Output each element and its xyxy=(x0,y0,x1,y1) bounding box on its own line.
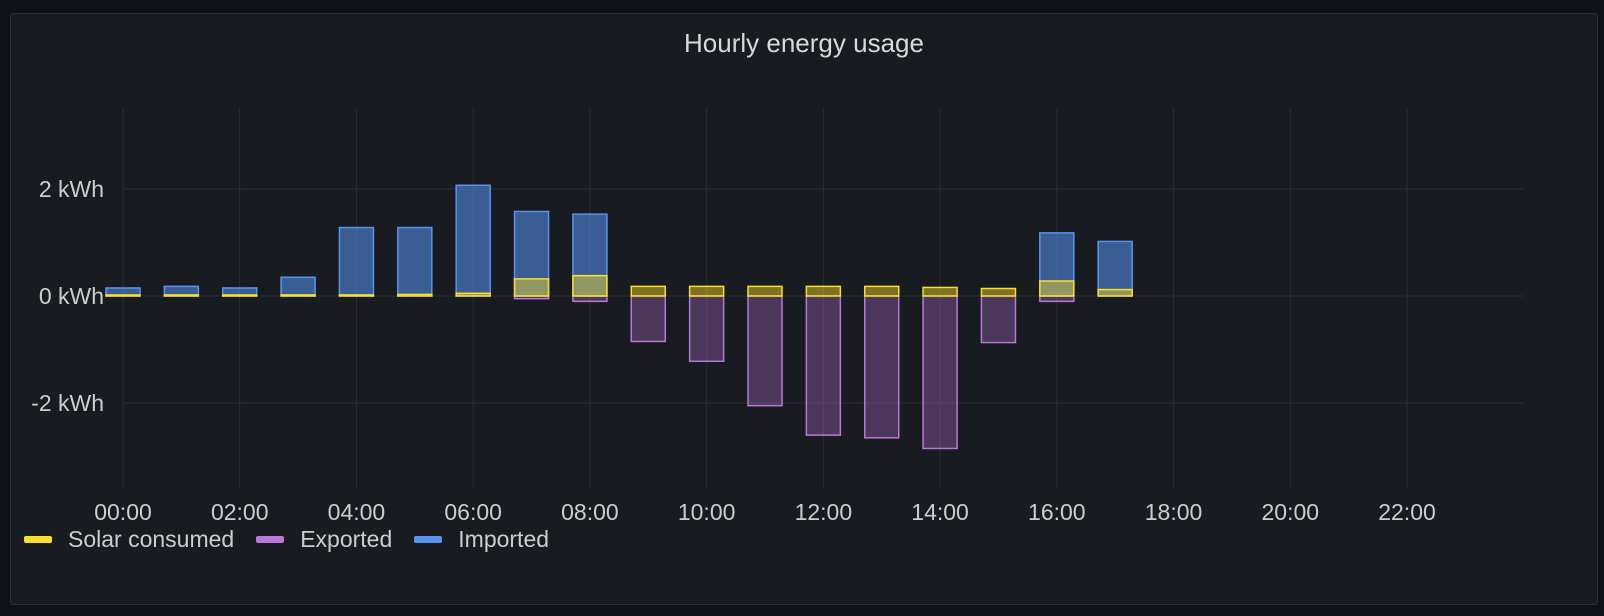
legend-label: Solar consumed xyxy=(68,526,235,552)
legend-label: Exported xyxy=(300,526,393,552)
bar-solar-consumed xyxy=(805,285,842,297)
bar-solar-consumed xyxy=(572,274,608,297)
chart-legend: Solar consumed Exported Imported xyxy=(24,526,571,553)
y-tick-label: 0 kWh xyxy=(39,283,104,309)
bar-solar-consumed xyxy=(922,286,958,297)
bar-exported xyxy=(688,295,725,363)
chart-panel: Hourly energy usage xyxy=(10,13,1598,605)
bar-solar-consumed xyxy=(397,293,433,297)
bar-solar-consumed xyxy=(980,287,1017,297)
bar-solar-consumed xyxy=(455,292,491,297)
y-tick-label: 2 kWh xyxy=(39,176,104,202)
x-tick-label: 16:00 xyxy=(1028,499,1086,525)
bar-solar-consumed xyxy=(513,278,550,297)
x-tick-label: 14:00 xyxy=(911,499,969,525)
x-tick-label: 10:00 xyxy=(678,499,736,525)
bar-solar-consumed xyxy=(1039,280,1075,297)
legend-swatch xyxy=(414,536,443,543)
bar-solar-consumed xyxy=(280,294,316,297)
x-tick-label: 06:00 xyxy=(444,499,502,525)
bar-exported xyxy=(747,295,783,407)
bar-exported xyxy=(922,295,958,450)
legend-swatch xyxy=(24,536,52,543)
bar-imported xyxy=(280,276,316,297)
bar-exported xyxy=(630,295,667,343)
chart-title: Hourly energy usage xyxy=(684,28,924,58)
bar-solar-consumed xyxy=(1097,288,1133,297)
x-tick-label: 20:00 xyxy=(1261,499,1319,525)
bar-imported xyxy=(572,213,608,297)
bar-imported xyxy=(1039,232,1075,297)
bar-solar-consumed xyxy=(688,285,725,297)
x-tick-label: 22:00 xyxy=(1378,499,1436,525)
bar-exported xyxy=(805,295,842,436)
bar-imported xyxy=(1097,240,1133,297)
legend-item[interactable]: Solar consumed xyxy=(24,526,234,553)
bar-solar-consumed xyxy=(221,294,258,297)
bar-solar-consumed xyxy=(630,285,667,297)
bar-imported xyxy=(455,184,491,297)
x-tick-label: 08:00 xyxy=(561,499,619,525)
bar-solar-consumed xyxy=(163,294,200,297)
bar-exported xyxy=(1039,295,1075,303)
bar-solar-consumed xyxy=(863,285,900,297)
bar-exported xyxy=(863,295,900,439)
bar-solar-consumed xyxy=(338,294,375,297)
x-tick-label: 00:00 xyxy=(94,499,152,525)
x-tick-label: 18:00 xyxy=(1145,499,1203,525)
legend-swatch xyxy=(256,536,285,543)
bar-imported xyxy=(397,226,433,297)
bar-exported xyxy=(572,295,608,303)
legend-label: Imported xyxy=(458,526,550,552)
y-tick-label: -2 kWh xyxy=(31,390,104,416)
bar-solar-consumed xyxy=(747,285,783,297)
bar-exported xyxy=(980,295,1017,344)
x-tick-label: 04:00 xyxy=(328,499,386,525)
bar-imported xyxy=(513,210,550,297)
legend-item[interactable]: Exported xyxy=(256,526,392,553)
legend-item[interactable]: Imported xyxy=(414,526,549,553)
x-tick-label: 02:00 xyxy=(211,499,269,525)
bar-imported xyxy=(338,226,375,297)
x-tick-label: 12:00 xyxy=(795,499,853,525)
bar-solar-consumed xyxy=(105,294,141,297)
